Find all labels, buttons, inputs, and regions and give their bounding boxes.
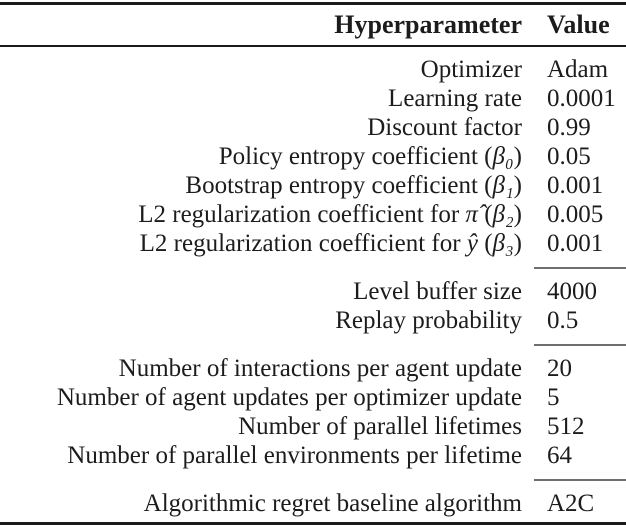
table-row: Bootstrap entropy coefficient (β₁) 0.001 <box>0 171 626 200</box>
hyperparameter-value: 64 <box>547 442 572 469</box>
hyperparameter-name: Number of interactions per agent update <box>118 355 522 382</box>
hyperparameter-value: 0.001 <box>547 172 604 199</box>
hyperparameter-value: 4000 <box>547 278 597 305</box>
section-divider-rule <box>534 267 626 269</box>
table-row: Number of agent updates per optimizer up… <box>0 383 626 412</box>
hyperparameter-name: Level buffer size <box>353 278 522 305</box>
table-section: Level buffer size 4000 Replay probability 0… <box>0 269 626 344</box>
hyperparameter-value: 20 <box>547 355 572 382</box>
hyperparameter-value: A2C <box>547 490 595 517</box>
hyperparameter-name: Policy entropy coefficient (β₀) <box>218 143 522 170</box>
hyperparameter-name: Discount factor <box>367 114 522 141</box>
table-header-row: Hyperparameter Value <box>0 5 626 45</box>
table-section: Optimizer Adam Learning rate 0.0001 Discount… <box>0 47 626 267</box>
hyperparameter-value: 0.99 <box>547 114 591 141</box>
hyperparameter-name: Optimizer <box>420 56 522 83</box>
table-row: L2 regularization coefficient for ŷ (β₃)… <box>0 229 626 258</box>
table-row: L2 regularization coefficient for π̂ (β₂… <box>0 200 626 229</box>
hyperparameter-value: 0.005 <box>547 201 604 228</box>
hyperparameter-value: 0.0001 <box>547 85 616 112</box>
table-body: Optimizer Adam Learning rate 0.0001 Discount… <box>0 47 626 522</box>
hyperparameter-name: L2 regularization coefficient for ŷ (β₃) <box>139 230 522 257</box>
hyperparameter-value: 0.5 <box>547 307 579 334</box>
hyperparameter-name: Number of agent updates per optimizer up… <box>56 384 522 411</box>
hyperparameter-name: Algorithmic regret baseline algorithm <box>143 490 522 517</box>
hyperparameter-value: 0.05 <box>547 143 591 170</box>
hyperparameter-value: Adam <box>547 56 609 83</box>
hyperparameter-name: Learning rate <box>388 85 522 112</box>
table-row: Number of parallel lifetimes 512 <box>0 412 626 441</box>
hyperparameter-name: L2 regularization coefficient for π̂ (β₂… <box>138 201 522 228</box>
table-row: Optimizer Adam <box>0 55 626 84</box>
table-row: Level buffer size 4000 <box>0 277 626 306</box>
table-top-rule <box>0 2 626 5</box>
hyperparameter-value: 512 <box>547 413 585 440</box>
hyperparameter-name: Bootstrap entropy coefficient (β₁) <box>185 172 522 199</box>
table-row: Discount factor 0.99 <box>0 113 626 142</box>
column-header-hyperparameter: Hyperparameter <box>334 10 522 39</box>
section-divider-rule <box>534 344 626 346</box>
table-row: Number of parallel environments per life… <box>0 441 626 470</box>
table-row: Algorithmic regret baseline algorithm A2C <box>0 489 626 518</box>
hyperparameter-value: 5 <box>547 384 560 411</box>
column-header-value: Value <box>547 10 610 39</box>
table-section: Algorithmic regret baseline algorithm A2C <box>0 481 626 522</box>
hyperparameter-name: Number of parallel environments per life… <box>67 442 522 469</box>
table-row: Learning rate 0.0001 <box>0 84 626 113</box>
table-bottom-rule <box>0 522 626 525</box>
table-row: Replay probability 0.5 <box>0 306 626 335</box>
header-rule <box>0 45 626 47</box>
table-section: Number of interactions per agent update 2… <box>0 346 626 479</box>
table-row: Number of interactions per agent update 2… <box>0 354 626 383</box>
hyperparameter-name: Number of parallel lifetimes <box>238 413 522 440</box>
table-row: Policy entropy coefficient (β₀) 0.05 <box>0 142 626 171</box>
section-divider-rule <box>534 479 626 481</box>
hyperparameter-name: Replay probability <box>335 307 522 334</box>
hyperparameter-value: 0.001 <box>547 230 604 257</box>
